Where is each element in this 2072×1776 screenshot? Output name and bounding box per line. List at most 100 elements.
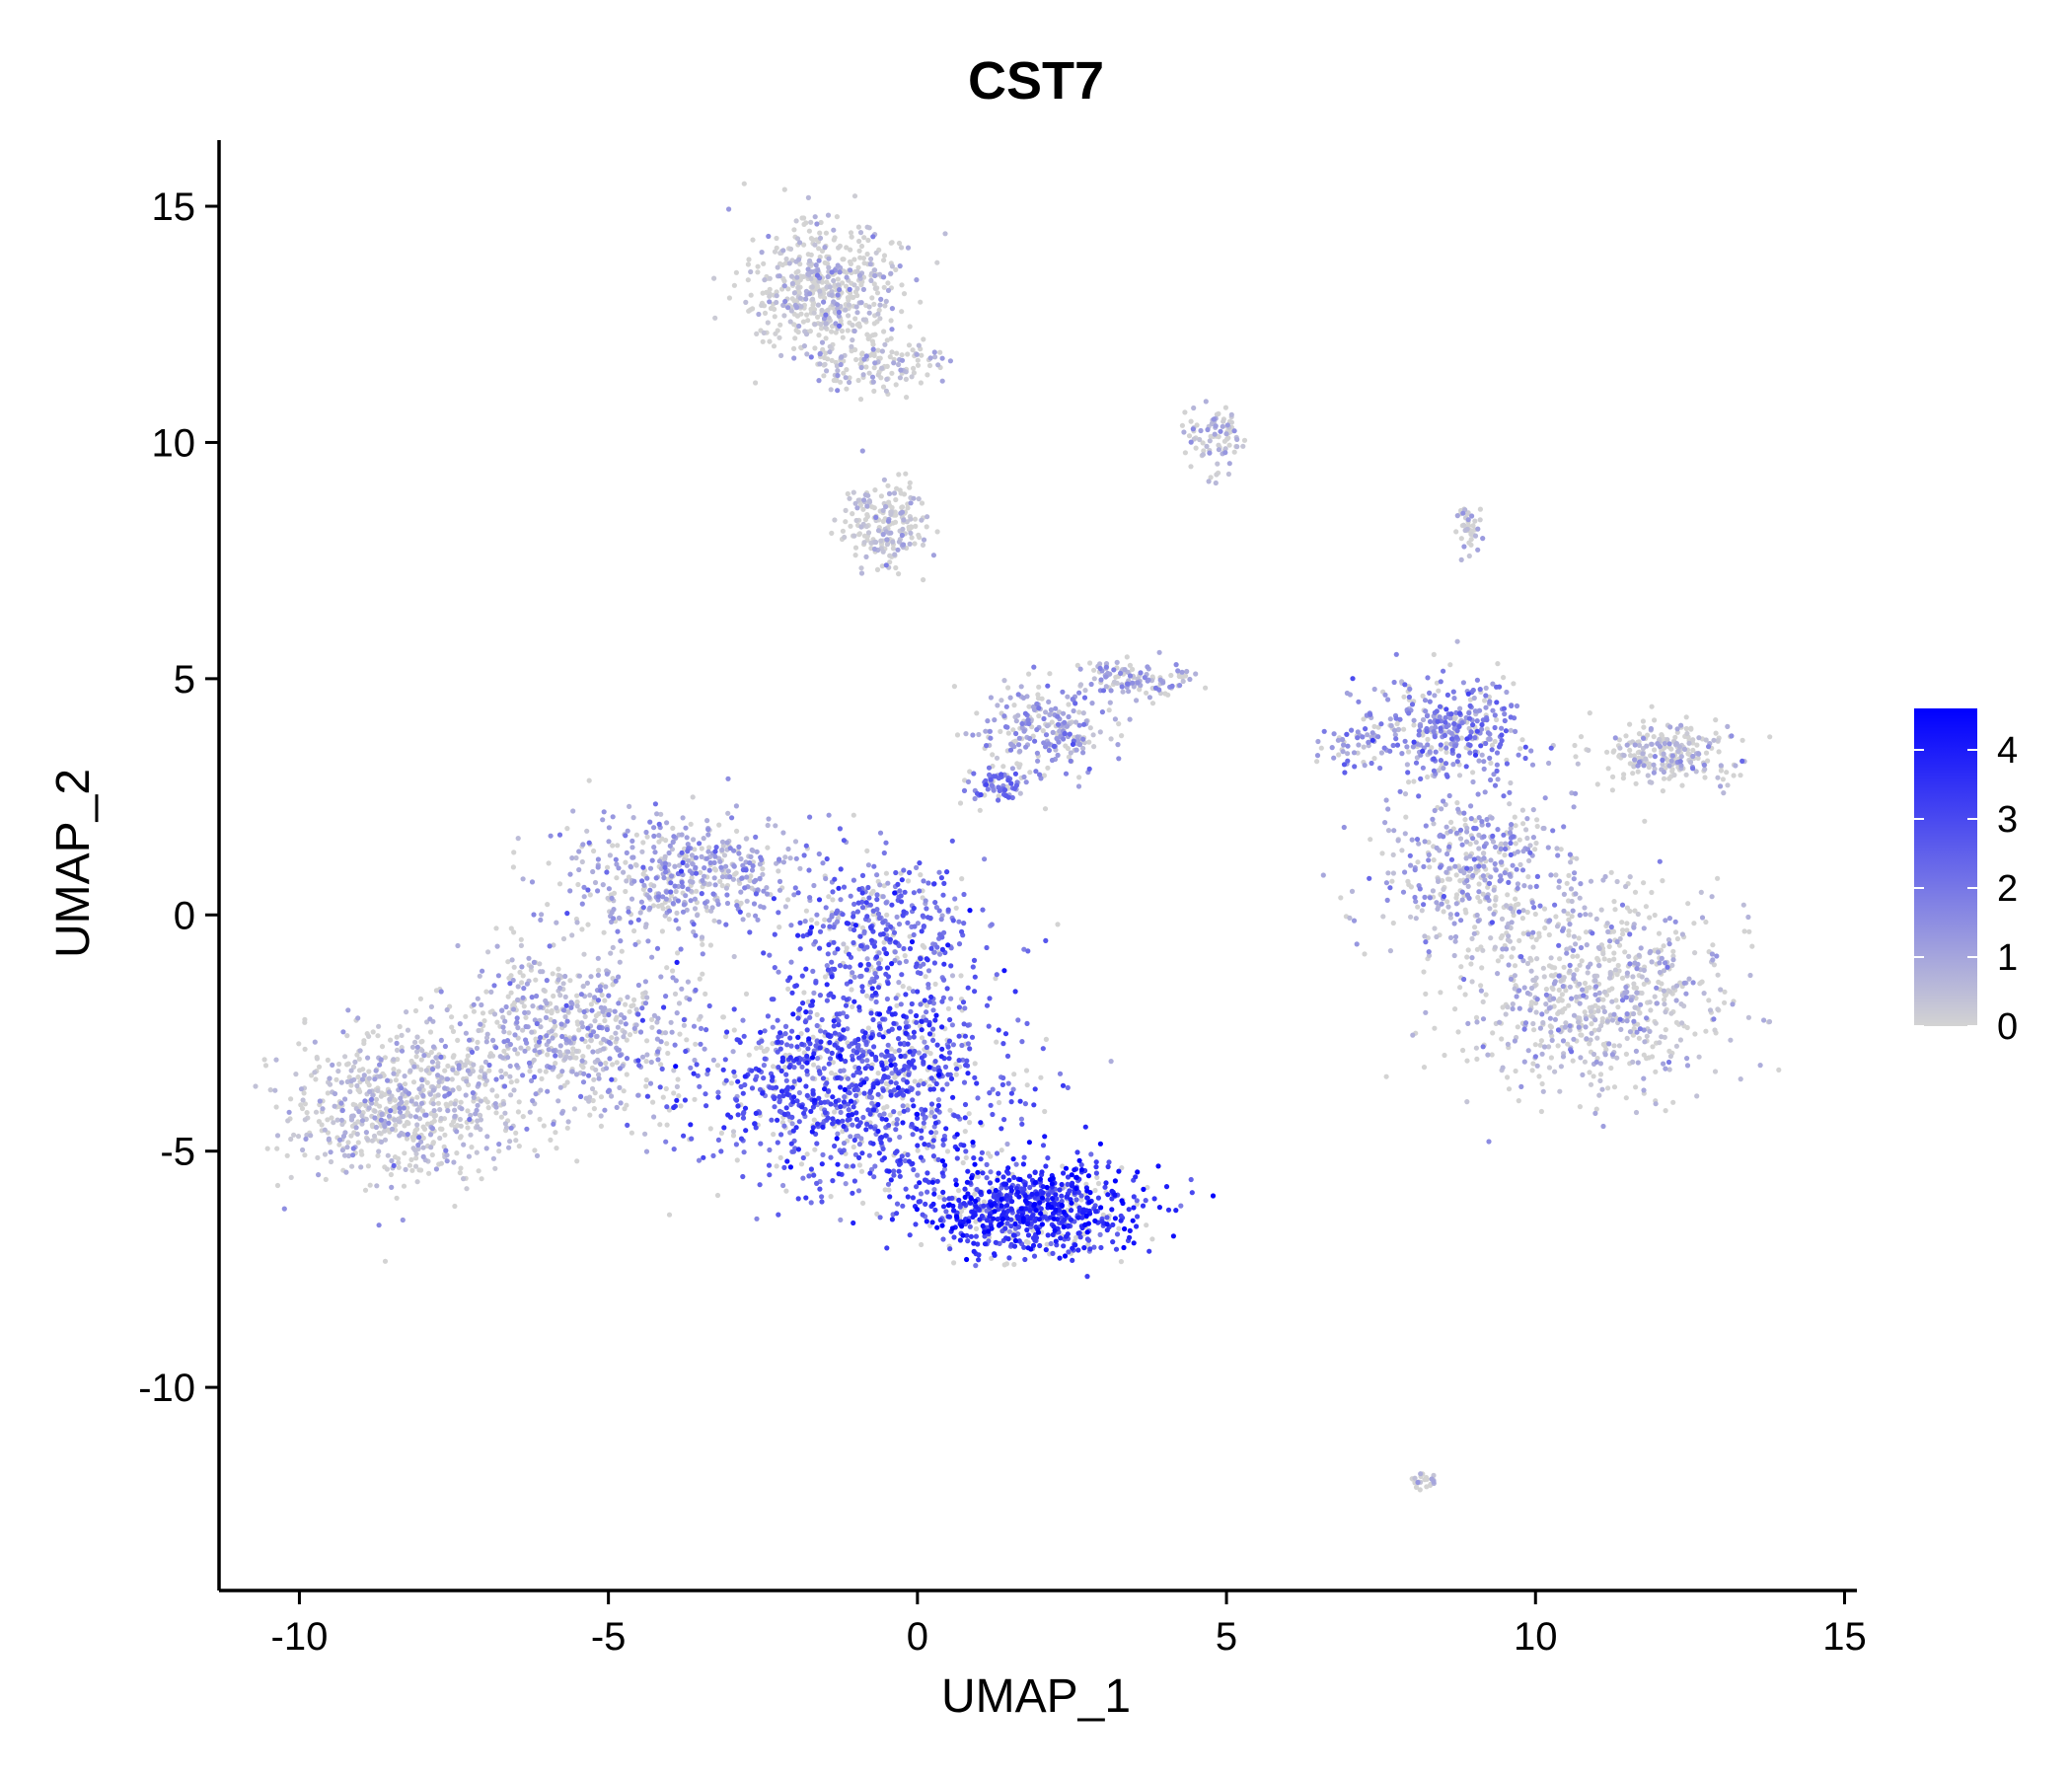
umap-cell-point [406,1090,411,1096]
umap-cell-point [637,1029,644,1035]
umap-cell-point [1513,728,1518,735]
umap-cell-point [302,1152,308,1158]
umap-cell-point [1606,957,1612,964]
umap-cell-point [1156,649,1162,655]
umap-cell-point [640,886,646,893]
umap-cell-point [1383,880,1389,886]
umap-cell-point [1517,746,1523,752]
umap-cell-point [1749,943,1755,949]
umap-cell-point [1586,964,1591,970]
umap-cell-point [1452,938,1458,944]
umap-cell-point [1695,755,1701,762]
umap-cell-point [843,307,849,313]
umap-cell-point [1478,983,1484,989]
umap-cell-point [844,367,850,373]
umap-cell-point [1010,727,1016,733]
umap-cell-point [302,1117,308,1123]
umap-cell-point [1611,899,1617,905]
umap-cell-point [1666,776,1672,781]
umap-cell-point [1080,710,1086,716]
umap-cell-point [1702,775,1708,780]
umap-cell-point [744,898,750,904]
umap-cell-point [1532,1042,1538,1048]
umap-cell-point [656,839,662,845]
umap-cell-point [1436,688,1442,694]
umap-cell-point [569,1069,575,1074]
umap-cell-point [1647,1028,1653,1034]
umap-cell-point [1182,409,1188,415]
umap-cell-point [354,1131,360,1137]
umap-cell-point [347,1088,353,1094]
umap-cell-point [1492,903,1498,909]
umap-cell-point [1675,748,1681,755]
umap-cell-point [296,1041,302,1047]
umap-cell-point [359,1076,366,1082]
umap-cell-point [638,899,645,905]
umap-cell-point [590,868,596,875]
umap-cell-point [1564,880,1570,886]
umap-cell-point [1597,1072,1604,1077]
umap-cell-point [907,484,913,490]
umap-cell-point [1495,661,1501,667]
umap-cell-point [698,869,703,876]
umap-cell-point [789,280,796,286]
umap-cell-point [700,941,705,947]
umap-cell-point [408,1156,414,1162]
umap-cell-point [371,1133,378,1139]
umap-cell-point [920,895,925,901]
umap-cell-point [1508,906,1514,912]
umap-cell-point [811,1062,817,1068]
umap-cell-point [602,1107,608,1113]
umap-cell-point [846,297,851,303]
umap-cell-point [455,1037,461,1043]
umap-cell-point [1047,671,1053,677]
umap-cell-point [1714,953,1720,959]
umap-cell-point [507,1073,513,1079]
umap-cell-point [544,1008,551,1014]
umap-cell-point [504,1055,511,1061]
chart-title: CST7 [968,51,1104,111]
umap-cell-point [1413,916,1419,922]
umap-cell-point [1631,1010,1637,1017]
umap-cell-point [840,528,847,534]
umap-cell-point [1425,736,1431,743]
umap-cell-point [870,350,876,356]
umap-cell-point [491,1011,498,1017]
umap-cell-point [863,364,869,370]
umap-cell-point [1575,953,1581,959]
umap-cell-point [1464,1058,1470,1064]
umap-cell-point [300,1097,306,1103]
umap-cell-point [1446,865,1452,871]
umap-cell-point [785,286,791,292]
umap-cell-point [871,301,877,307]
umap-cell-point [1020,695,1026,702]
umap-cell-point [397,1023,403,1030]
umap-cell-point [1554,924,1561,929]
umap-cell-point [750,306,756,312]
umap-cell-point [806,228,813,234]
umap-cell-point [1576,935,1582,941]
umap-cell-point [1556,987,1562,994]
umap-cell-point [640,995,646,1000]
umap-cell-point [396,1164,402,1170]
umap-cell-point [785,305,791,311]
umap-cell-point [783,256,789,262]
umap-cell-point [647,905,653,911]
umap-cell-point [875,347,881,353]
umap-cell-point [825,273,831,280]
umap-cell-point [1457,836,1464,842]
umap-cell-point [848,523,853,529]
umap-cell-point [801,343,808,349]
umap-cell-point [1611,956,1617,962]
umap-cell-point [642,990,648,996]
umap-cell-point [465,1053,471,1059]
umap-cell-point [1509,920,1515,925]
umap-cell-point [1221,418,1226,424]
umap-cell-point [1100,1212,1106,1218]
umap-cell-point [358,1164,364,1170]
umap-cell-point [1453,895,1459,901]
umap-cell-point [741,181,747,186]
umap-cell-point [1566,872,1572,879]
umap-cell-point [1005,685,1011,691]
umap-cell-point [746,912,752,919]
